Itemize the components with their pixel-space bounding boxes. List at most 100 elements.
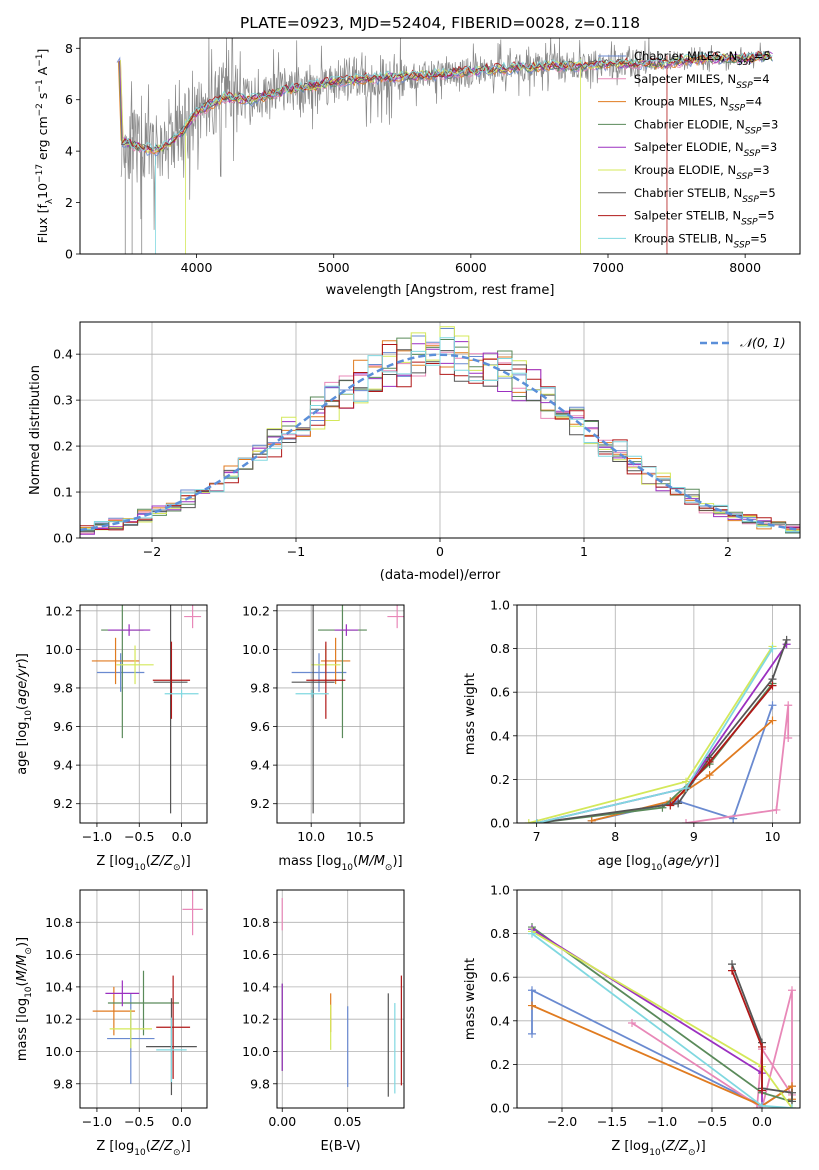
weights-kroupa-stelib: [528, 929, 796, 1108]
axes-frame: [79, 321, 801, 539]
y-tick-label: 0.2: [490, 772, 510, 787]
y-tick-label: 9.8: [250, 1076, 270, 1091]
legend-label-kroupa-elodie: Kroupa ELODIE, NSSP=3: [634, 163, 770, 182]
x-tick-label: 1: [580, 544, 588, 559]
panel-weight-vs-age: 7 8 9 10 0.0 0.2 0.4 0.6 0.8 1.0 age [log10(age/yr…: [463, 598, 801, 873]
weight-marker: [788, 986, 796, 995]
weight-marker: [528, 986, 536, 995]
x-tick-label: 7: [533, 829, 541, 844]
point-salpeter-stelib: [156, 975, 191, 1079]
weight-marker: [674, 799, 683, 808]
y-tick-label: 0.6: [490, 685, 510, 700]
x-tick-label: 8: [611, 829, 619, 844]
x-tick-label: −1.5: [597, 1114, 627, 1129]
point-salpeter-elodie: [105, 980, 140, 1007]
point-chabrier-stelib: [291, 605, 335, 814]
weight-marker: [753, 1104, 761, 1108]
y-axis-label: mass [log10(M/M⊙)]: [15, 937, 34, 1061]
legend-label-chabrier-elodie: Chabrier ELODIE, NSSP=3: [634, 117, 778, 136]
y-tick-label: 1.0: [490, 598, 510, 613]
y-tick-label: 0.2: [490, 1057, 510, 1072]
panel-age-vs-z: −1.0 −0.5 0.0 9.2 9.4 9.6 9.8 10.0 10.2 Z [log10(…: [15, 603, 208, 873]
legend-label-chabrier-miles: Chabrier MILES, NSSP=5: [634, 49, 771, 68]
y-tick-label: 0.3: [53, 393, 73, 408]
weight-marker: [768, 644, 777, 653]
y-tick-label: 0.0: [53, 531, 73, 546]
x-tick-label: 2: [724, 544, 732, 559]
weight-marker: [768, 701, 777, 710]
model-kroupa-stelib: [122, 51, 773, 152]
axes-frame: [79, 889, 208, 1109]
weights-salpeter-stelib: [666, 681, 777, 810]
y-axis-label: mass weight: [463, 673, 478, 755]
point-salpeter-stelib: [306, 641, 346, 719]
x-tick-label: 10.5: [346, 829, 374, 844]
y-tick-label: 4: [65, 144, 73, 159]
x-tick-label: 0.05: [334, 1114, 362, 1129]
plot-area: [281, 898, 402, 1097]
weight-marker: [768, 681, 777, 690]
point-kroupa-miles: [92, 986, 136, 1036]
point-chabrier-stelib: [153, 605, 188, 814]
y-tick-label: 10.2: [45, 603, 73, 618]
point-salpeter-miles: [182, 890, 203, 936]
y-tick-label: 10.6: [242, 947, 270, 962]
x-tick-label: 10: [765, 829, 781, 844]
x-tick-label: 10.0: [297, 829, 325, 844]
y-tick-label: 9.4: [53, 758, 73, 773]
x-tick-label: 7000: [592, 260, 624, 275]
weight-marker: [728, 966, 736, 975]
x-tick-label: −2: [143, 544, 161, 559]
weight-marker: [772, 805, 781, 814]
x-axis-label: E(B-V): [320, 1139, 360, 1154]
y-tick-label: 0: [65, 247, 73, 262]
weights-kroupa-stelib: [532, 644, 777, 823]
y-tick-label: 0.6: [490, 970, 510, 985]
weight-marker: [758, 1101, 766, 1108]
weight-marker: [587, 816, 596, 823]
y-tick-label: 0.1: [53, 485, 73, 500]
point-chabrier-miles: [96, 653, 145, 692]
weight-marker: [758, 1042, 766, 1051]
x-axis-label: (data-model)/error: [380, 568, 501, 583]
weight-marker: [528, 929, 536, 938]
y-tick-label: 10.8: [242, 915, 270, 930]
point-kroupa-stelib: [295, 689, 329, 698]
y-tick-label: 0.2: [53, 439, 73, 454]
x-tick-label: −1.0: [82, 1114, 112, 1129]
model-chabrier-stelib: [121, 50, 772, 153]
x-tick-label: 0.0: [752, 1114, 772, 1129]
legend-label-salpeter-elodie: Salpeter ELODIE, NSSP=3: [634, 140, 777, 159]
y-tick-label: 9.8: [250, 680, 270, 695]
y-tick-label: 10.0: [45, 642, 73, 657]
point-kroupa-stelib: [164, 689, 199, 698]
axes-frame: [516, 604, 801, 824]
x-tick-label: 4000: [181, 260, 213, 275]
point-salpeter-elodie: [107, 624, 151, 636]
axes-frame: [276, 604, 405, 824]
legend-label-salpeter-stelib: Salpeter STELIB, NSSP=5: [634, 209, 775, 228]
x-tick-label: −1: [287, 544, 305, 559]
x-tick-label: −0.5: [124, 1114, 154, 1129]
y-tick-label: 0.4: [490, 728, 510, 743]
weight-marker: [705, 771, 714, 780]
x-axis-label: Z [log10(Z/Z⊙)]: [611, 1139, 705, 1158]
legend-label-kroupa-stelib: Kroupa STELIB, NSSP=5: [634, 231, 767, 250]
x-tick-label: −1.0: [647, 1114, 677, 1129]
axes-frame: [79, 604, 208, 824]
y-tick-label: 0.0: [490, 816, 510, 831]
axes-frame: [516, 889, 801, 1109]
y-tick-label: 10.0: [45, 1044, 73, 1059]
y-tick-label: 10.2: [45, 1012, 73, 1027]
y-axis-label: Normed distribution: [28, 365, 43, 495]
weights-salpeter-miles: [682, 701, 793, 823]
point-salpeter-elodie: [334, 624, 359, 636]
y-tick-label: 9.8: [53, 680, 73, 695]
y-tick-label: 10.4: [242, 979, 270, 994]
weight-marker: [784, 701, 793, 710]
legend-label-salpeter-miles: Salpeter MILES, NSSP=4: [634, 72, 770, 91]
panel-residuals: −2 −1 0 1 2 0.0 0.1 0.2 0.3 0.4 𝒩(0, 1) (data-model…: [28, 321, 801, 583]
x-tick-label: −0.5: [697, 1114, 727, 1129]
axes-frame: [276, 889, 405, 1109]
